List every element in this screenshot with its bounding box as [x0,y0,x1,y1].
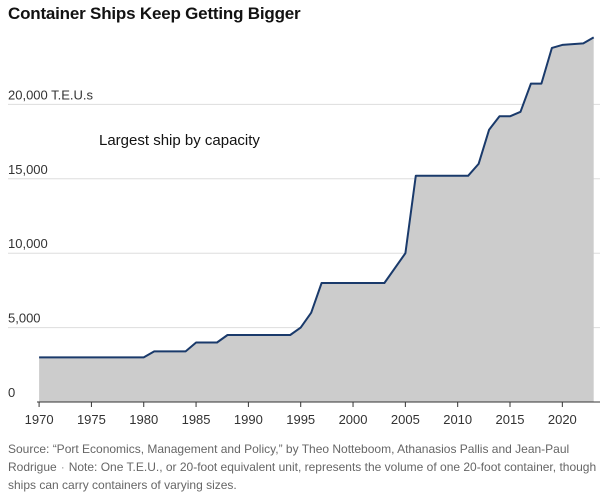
x-tick-label: 1970 [25,412,54,427]
series-annotation: Largest ship by capacity [99,132,260,149]
x-tick-label: 1990 [234,412,263,427]
x-tick-label: 1975 [77,412,106,427]
y-tick-label: 5,000 [8,311,41,326]
note-text: Note: One T.E.U., or 20-foot equivalent … [8,460,597,492]
x-tick-label: 1995 [286,412,315,427]
y-tick-label: 0 [8,385,15,400]
x-tick-label: 2000 [339,412,368,427]
y-tick-label: 20,000 T.E.U.s [8,87,94,102]
y-axis-ticks: 0 5,000 10,000 15,000 20,000 T.E.U.s [8,87,94,400]
x-tick-label: 2020 [548,412,577,427]
source-note: Source: “Port Economics, Management and … [8,440,608,494]
x-tick-label: 1985 [182,412,211,427]
x-tick-label: 2015 [496,412,525,427]
x-axis-ticks: 1970 1975 1980 1985 1990 1995 2000 2005 2010 2015… [25,402,577,427]
y-tick-label: 10,000 [8,236,48,251]
source-text: Source: “Port Economics, Management and … [8,442,570,474]
x-tick-label: 1980 [129,412,158,427]
capacity-line [39,36,595,359]
chart-title: Container Ships Keep Getting Bigger [8,4,301,23]
x-tick-label: 2005 [391,412,420,427]
y-tick-label: 15,000 [8,162,48,177]
x-tick-label: 2010 [443,412,472,427]
capacity-area [39,37,594,403]
source-separator: · [60,460,65,474]
